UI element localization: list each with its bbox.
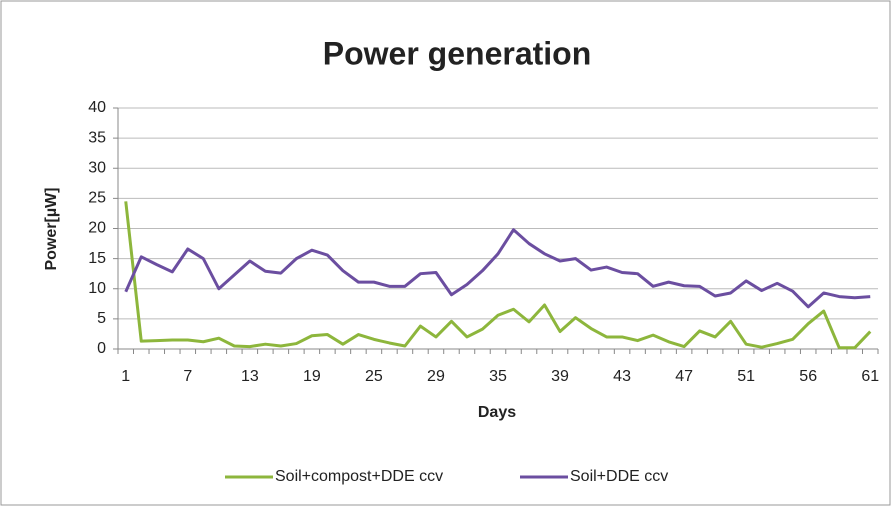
x-tick-label: 43 <box>613 368 631 385</box>
chart-title: Power generation <box>323 35 592 71</box>
y-tick-label: 5 <box>97 310 106 327</box>
y-axis-label: Power[µW] <box>43 188 60 271</box>
x-tick-label: 35 <box>489 368 507 385</box>
x-tick-label: 29 <box>427 368 445 385</box>
y-tick-label: 35 <box>88 129 106 146</box>
y-tick-label: 10 <box>88 280 106 297</box>
y-tick-label: 15 <box>88 250 106 267</box>
x-tick-label: 19 <box>303 368 321 385</box>
x-tick-label: 47 <box>675 368 693 385</box>
x-tick-label: 39 <box>551 368 569 385</box>
x-tick-label: 51 <box>737 368 755 385</box>
y-tick-label: 30 <box>88 159 106 176</box>
x-tick-label: 61 <box>861 368 879 385</box>
legend-label: Soil+compost+DDE ccv <box>275 468 443 485</box>
legend-label: Soil+DDE ccv <box>570 468 668 485</box>
x-tick-label: 25 <box>365 368 383 385</box>
x-tick-label: 13 <box>241 368 259 385</box>
data-line <box>124 228 871 309</box>
data-line <box>124 201 872 350</box>
y-tick-label: 25 <box>88 190 106 207</box>
y-tick-label: 20 <box>88 220 106 237</box>
y-tick-label: 40 <box>88 99 106 116</box>
x-tick-label: 7 <box>183 368 192 385</box>
x-axis-label: Days <box>478 404 516 421</box>
x-tick-label: 56 <box>799 368 817 385</box>
y-tick-label: 0 <box>97 340 106 357</box>
x-tick-label: 1 <box>121 368 130 385</box>
